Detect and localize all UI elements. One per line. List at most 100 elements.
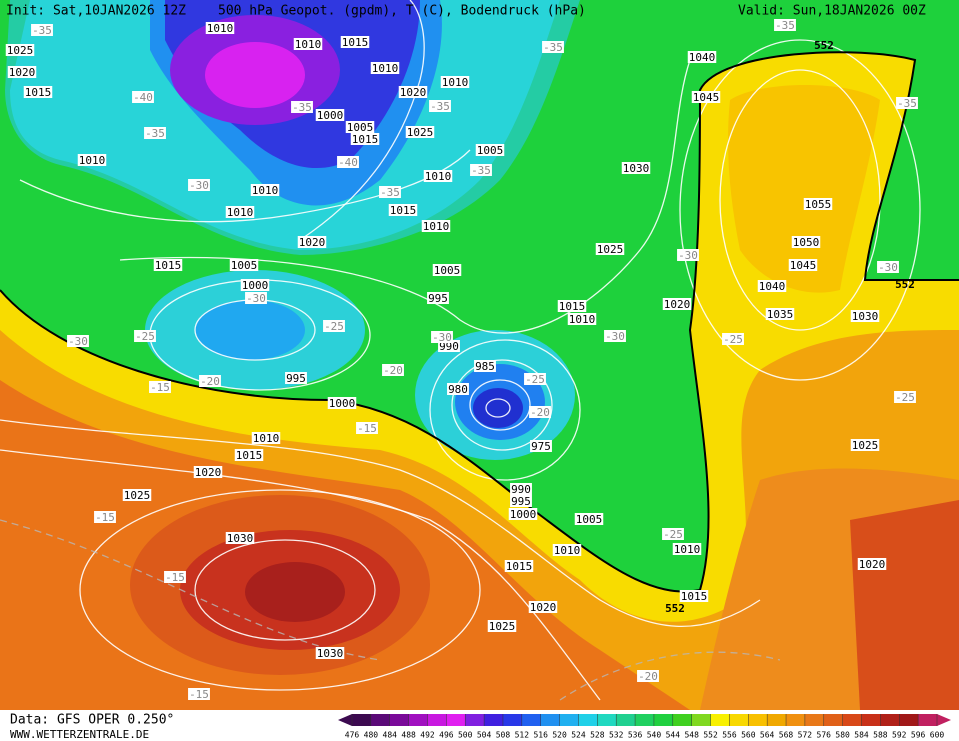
pressure-label: 1015 [681, 590, 708, 603]
colorbar-swatch [710, 714, 730, 726]
temperature-label: -30 [68, 335, 88, 348]
pressure-label-box [370, 62, 400, 74]
colorbar-end [338, 714, 352, 726]
pressure-label-box [475, 144, 505, 156]
pressure-label-box [508, 508, 538, 520]
temperature-label: -15 [95, 511, 115, 524]
pressure-label: 1010 [295, 38, 322, 51]
valid-time: Valid: Sun,18JAN2026 00Z [738, 4, 926, 19]
pressure-label: 1045 [693, 91, 720, 104]
temperature-label: -30 [189, 179, 209, 192]
temperature-label: -40 [133, 91, 153, 104]
pressure-label: 1025 [7, 44, 34, 57]
pressure-label-box [285, 372, 307, 384]
colorbar-swatch [861, 714, 881, 726]
pressure-label: 990 [511, 483, 531, 496]
pressure-label: 995 [286, 372, 306, 385]
temperature-label-box [604, 330, 626, 342]
pressure-label: 1040 [689, 51, 716, 64]
colorbar-tick-label: 548 [684, 731, 699, 740]
pressure-label: 1015 [352, 133, 379, 146]
pressure-label-box [153, 259, 183, 271]
colorbar-tick-label: 504 [477, 731, 492, 740]
temperature-label-box [877, 261, 899, 273]
colorbar-tick-label: 488 [401, 731, 416, 740]
temperature-label-box [144, 127, 166, 139]
colorbar-tick-label: 520 [552, 731, 567, 740]
map-background [0, 0, 959, 710]
colorbar-swatch [842, 714, 863, 726]
pressure-label: 1020 [299, 236, 326, 249]
pressure-label-box [225, 532, 255, 544]
pressure-label: 995 [428, 292, 448, 305]
pressure-label-box [205, 22, 235, 34]
colorbar-swatch [597, 714, 617, 726]
pressure-label: 1010 [674, 543, 701, 556]
pressure-label-box [850, 439, 880, 451]
temperature-label-box [199, 375, 221, 387]
temperature-label-box [722, 333, 744, 345]
temperature-label-box [164, 571, 186, 583]
pressure-label: 995 [511, 495, 531, 508]
colorbar-swatch [521, 714, 542, 726]
colorbar-tick-label: 572 [798, 731, 813, 740]
temperature-label: -35 [380, 186, 400, 199]
pressure-label-box [803, 198, 833, 210]
pressure-label-box [621, 162, 651, 174]
pressure-label: 1010 [569, 313, 596, 326]
colorbar-swatch [653, 714, 674, 726]
contour-label: 552 [895, 278, 915, 291]
pressure-label: 1020 [195, 466, 222, 479]
pressure-label: 1015 [559, 300, 586, 313]
pressure-label-box [687, 51, 717, 63]
colorbar-tick-label: 592 [892, 731, 907, 740]
colorbar-swatch [578, 714, 598, 726]
temperature-label-box [149, 381, 171, 393]
colorbar-swatch [823, 714, 844, 726]
temperature-label: -35 [430, 100, 450, 113]
pressure-label-box [398, 86, 428, 98]
pressure-label-box [193, 466, 223, 478]
pressure-label-box [250, 184, 280, 196]
pressure-label: 1010 [554, 544, 581, 557]
pressure-label-box [850, 310, 880, 322]
pressure-label: 1015 [342, 36, 369, 49]
temperature-label: -15 [165, 571, 185, 584]
temperature-label: -35 [292, 101, 312, 114]
pressure-label: 1040 [759, 280, 786, 293]
colorbar-tick-label: 568 [779, 731, 794, 740]
pressure-label-box [788, 259, 818, 271]
temperature-label: -30 [678, 249, 698, 262]
pressure-label-box [350, 133, 380, 145]
colorbar-tick-label: 476 [345, 731, 360, 740]
colorbar-tick-label: 552 [703, 731, 718, 740]
temperature-label: -15 [150, 381, 170, 394]
temperature-label-box [382, 364, 404, 376]
temperature-label: -25 [723, 333, 743, 346]
colorbar-tick-label: 584 [854, 731, 869, 740]
pressure-label: 1020 [664, 298, 691, 311]
temperature-label-box [291, 101, 313, 113]
colorbar-tick-label: 528 [590, 731, 605, 740]
pressure-label: 1015 [390, 204, 417, 217]
temperature-label-box [774, 19, 796, 31]
colorbar-tick-label: 544 [666, 731, 681, 740]
temperature-label-box [637, 670, 659, 682]
pressure-label-box [552, 544, 582, 556]
pressure-label-box [340, 36, 370, 48]
pressure-label-box [297, 236, 327, 248]
pressure-label: 1010 [442, 76, 469, 89]
pressure-label: 1000 [242, 279, 269, 292]
colorbar-tick-label: 564 [760, 731, 775, 740]
pressure-label-box [345, 121, 375, 133]
pressure-label-box [662, 298, 692, 310]
colorbar-swatch [427, 714, 447, 726]
temperature-label: -25 [663, 528, 683, 541]
colorbar-tick-label: 532 [609, 731, 624, 740]
colorbar-tick-label: 508 [496, 731, 511, 740]
temperature-label-box [677, 249, 699, 261]
pressure-label-box [293, 38, 323, 50]
pressure-label-box [432, 264, 462, 276]
pressure-label-box [315, 109, 345, 121]
pressure-label: 1010 [227, 206, 254, 219]
